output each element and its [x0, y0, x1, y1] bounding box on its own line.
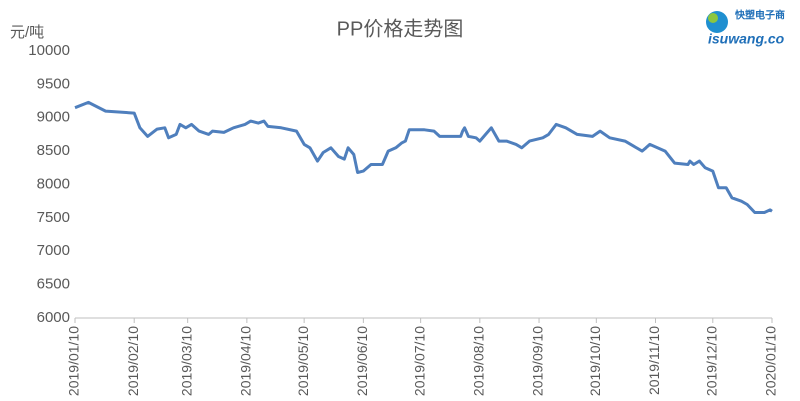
y-tick-label: 9500 [37, 75, 70, 92]
x-tick-label: 2019/02/10 [125, 326, 141, 396]
y-tick-label: 7000 [37, 242, 70, 259]
line-series [74, 100, 773, 214]
x-tick-label: 2019/01/10 [66, 326, 82, 396]
y-tick-label: 6000 [37, 309, 70, 326]
y-axis-label: 元/吨 [10, 24, 44, 41]
logo-icon [706, 11, 728, 33]
x-tick-label: 2019/03/10 [178, 326, 194, 396]
x-tick-label: 2019/07/10 [411, 326, 427, 396]
x-tick-label: 2019/11/10 [646, 326, 662, 395]
logo-url: isuwang.co [708, 31, 785, 47]
logo: 快塑电子商 isuwang.co [706, 9, 785, 47]
x-tick-label: 2019/05/10 [295, 326, 311, 396]
x-tick-label: 2019/06/10 [354, 326, 370, 396]
x-tick-label: 2019/04/10 [238, 326, 254, 396]
y-tick-label: 9000 [37, 109, 70, 126]
logo-icon-leaf [708, 13, 718, 23]
chart-title: PP价格走势图 [337, 17, 464, 40]
y-tick-label: 6500 [37, 276, 70, 293]
y-tick-label: 7500 [37, 209, 70, 226]
y-tick-label: 8500 [37, 142, 70, 159]
logo-name: 快塑电子商 [734, 9, 785, 22]
y-tick-label: 10000 [28, 42, 70, 59]
x-tick-label: 2020/01/10 [763, 326, 779, 396]
x-tick-label: 2019/09/10 [530, 326, 546, 396]
y-tick-label: 8000 [37, 175, 70, 192]
x-tick-label: 2019/12/10 [704, 326, 720, 396]
x-tick-label: 2019/10/10 [587, 326, 603, 396]
x-tick-label: 2019/08/10 [471, 326, 487, 396]
